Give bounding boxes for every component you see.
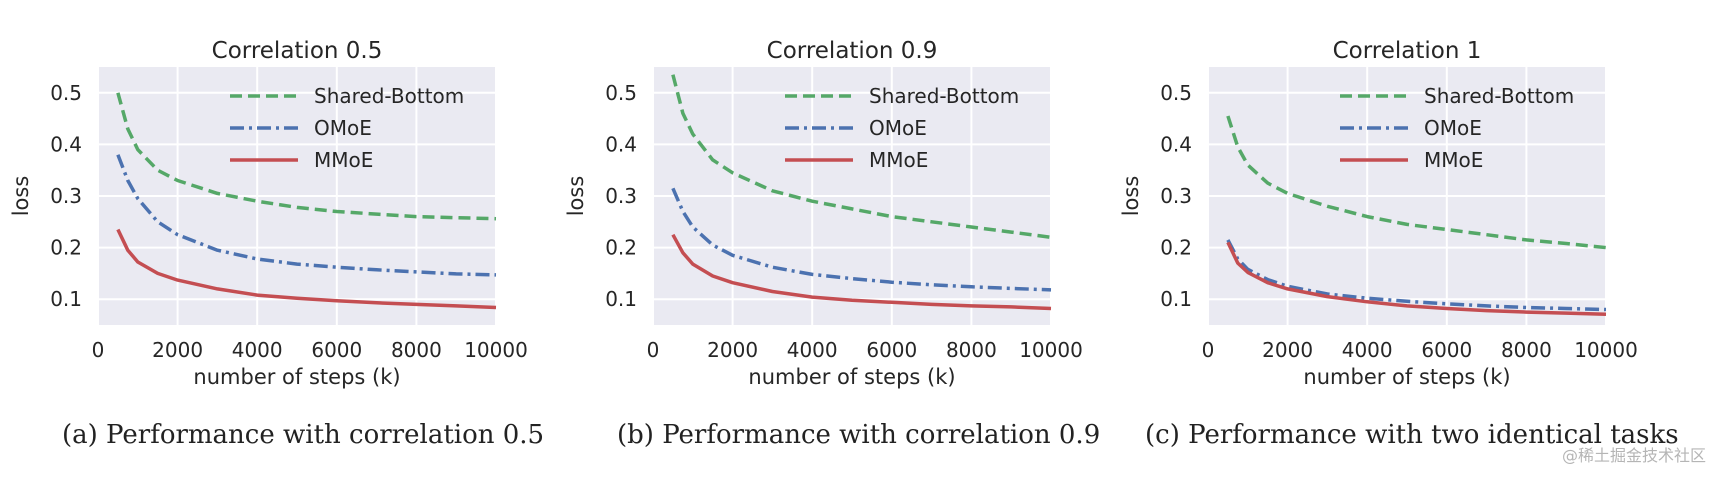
- x-tick-label: 10000: [1574, 338, 1638, 362]
- series-line-mmoe: [671, 233, 1052, 311]
- chart-panel-identical-tasks: 0 2000 4000 6000 8000 10000 0.1 0.2 0.3 0.4 0.5 Cor…: [1119, 38, 1638, 389]
- legend-label: OMoE: [1424, 116, 1482, 140]
- legend-label: Shared-Bottom: [869, 84, 1019, 108]
- x-tick-label: 10000: [464, 338, 528, 362]
- x-tick-label: 2000: [1262, 338, 1313, 362]
- x-tick-label: 8000: [946, 338, 997, 362]
- y-tick-label: 0.1: [50, 287, 82, 311]
- y-axis-label: loss: [9, 176, 33, 217]
- y-tick-label: 0.3: [1160, 184, 1192, 208]
- x-tick-label: 4000: [232, 338, 283, 362]
- chart-title: Correlation 0.5: [212, 38, 383, 64]
- series-line-shared-bottom: [116, 92, 497, 221]
- x-tick-label: 6000: [311, 338, 362, 362]
- x-tick-label: 8000: [391, 338, 442, 362]
- y-tick-label: 0.3: [605, 184, 637, 208]
- y-tick-label: 0.5: [605, 81, 637, 105]
- legend-label: OMoE: [869, 116, 927, 140]
- x-axis-label: number of steps (k): [748, 365, 955, 389]
- x-tick-label: 10000: [1019, 338, 1083, 362]
- x-axis-label: number of steps (k): [193, 365, 400, 389]
- x-tick-label: 2000: [152, 338, 203, 362]
- y-tick-label: 0.5: [1160, 81, 1192, 105]
- y-axis-label: loss: [564, 176, 588, 217]
- x-tick-label: 6000: [1421, 338, 1472, 362]
- series-line-mmoe: [116, 228, 497, 310]
- y-tick-label: 0.4: [1160, 132, 1192, 156]
- y-tick-label: 0.2: [605, 236, 637, 260]
- x-tick-label: 6000: [866, 338, 917, 362]
- series-line-shared-bottom: [671, 74, 1052, 240]
- y-tick-label: 0.1: [1160, 287, 1192, 311]
- chart-panel-correlation-0-9: 0 2000 4000 6000 8000 10000 0.1 0.2 0.3 0.4 0.5 Cor…: [564, 38, 1083, 389]
- y-tick-label: 0.4: [605, 132, 637, 156]
- caption-a: (a) Performance with correlation 0.5: [62, 420, 545, 450]
- series-line-omoe: [1226, 239, 1607, 312]
- x-tick-label: 4000: [1342, 338, 1393, 362]
- x-tick-label: 0: [647, 338, 660, 362]
- watermark: @稀土掘金技术社区: [1561, 446, 1706, 465]
- y-tick-label: 0.3: [50, 184, 82, 208]
- legend-label: Shared-Bottom: [314, 84, 464, 108]
- legend-label: MMoE: [869, 148, 928, 172]
- x-tick-label: 0: [1202, 338, 1215, 362]
- y-tick-label: 0.4: [50, 132, 82, 156]
- caption-c: (c) Performance with two identical tasks: [1145, 420, 1679, 450]
- x-axis-label: number of steps (k): [1303, 365, 1510, 389]
- legend-label: MMoE: [314, 148, 373, 172]
- x-tick-label: 8000: [1501, 338, 1552, 362]
- chart-title: Correlation 0.9: [767, 38, 938, 64]
- y-axis-label: loss: [1119, 176, 1143, 217]
- y-tick-label: 0.5: [50, 81, 82, 105]
- series-line-shared-bottom: [1226, 115, 1607, 250]
- chart-title: Correlation 1: [1333, 38, 1482, 64]
- chart-panel-correlation-0-5: 0 2000 4000 6000 8000 10000 0.1 0.2 0.3 0.4 0.5 Cor…: [9, 38, 528, 389]
- y-tick-label: 0.2: [50, 236, 82, 260]
- y-tick-label: 0.2: [1160, 236, 1192, 260]
- legend-label: OMoE: [314, 116, 372, 140]
- legend-label: MMoE: [1424, 148, 1483, 172]
- x-tick-label: 2000: [707, 338, 758, 362]
- x-tick-label: 0: [92, 338, 105, 362]
- series-line-mmoe: [1226, 241, 1607, 316]
- series-line-omoe: [671, 187, 1052, 292]
- x-tick-label: 4000: [787, 338, 838, 362]
- series-line-omoe: [116, 154, 497, 277]
- y-tick-label: 0.1: [605, 287, 637, 311]
- legend-label: Shared-Bottom: [1424, 84, 1574, 108]
- caption-b: (b) Performance with correlation 0.9: [617, 420, 1101, 450]
